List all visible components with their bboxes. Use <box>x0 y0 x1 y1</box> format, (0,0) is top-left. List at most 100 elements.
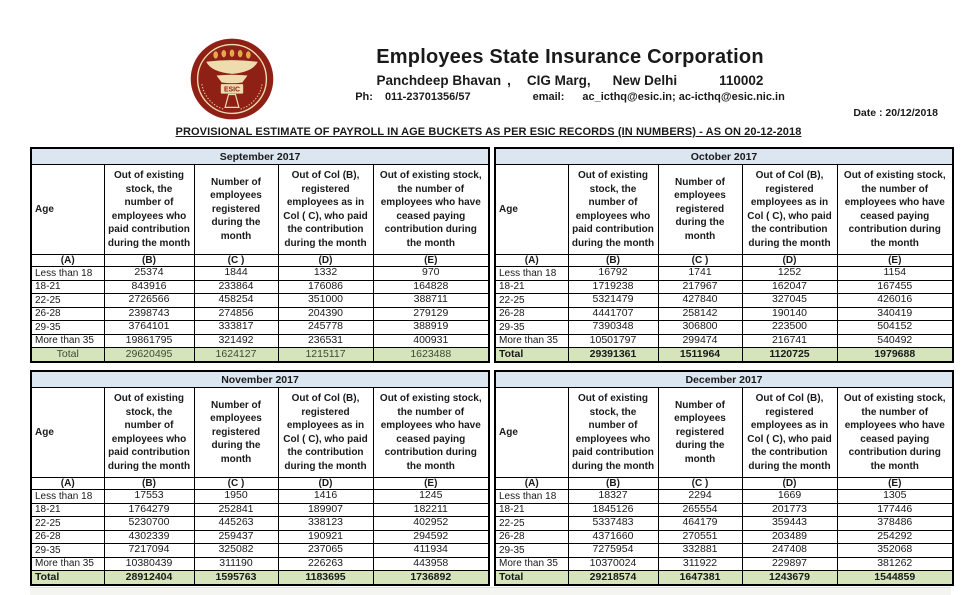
value-cell: 247408 <box>741 543 838 558</box>
value-cell: 352068 <box>836 543 954 558</box>
value-cell: 4302339 <box>103 529 195 544</box>
column-header-row: Age Out of existing stock, the number of … <box>30 387 490 478</box>
column-letter: (C ) <box>193 254 279 267</box>
table-row: 22-25 5321479 427840 327045 426016 <box>494 293 954 308</box>
logo-esic-banner: ESIC <box>220 84 244 94</box>
value-cell: 19861795 <box>103 333 195 348</box>
value-cell: 411934 <box>372 543 490 558</box>
value-cell: 381262 <box>836 556 954 571</box>
value-cell: 217967 <box>657 279 743 294</box>
age-column-header: Age <box>30 164 105 255</box>
total-value: 1595763 <box>193 570 279 585</box>
value-cell: 201773 <box>741 502 838 517</box>
logo-esic-text: ESIC <box>224 86 240 93</box>
value-cell: 5321479 <box>567 293 659 308</box>
value-cell: 4441707 <box>567 306 659 321</box>
value-cell: 427840 <box>657 293 743 308</box>
table-row: More than 35 10501797 299474 216741 540492 <box>494 333 954 348</box>
value-cell: 504152 <box>836 320 954 335</box>
table-row: 29-35 7217094 325082 237065 411934 <box>30 543 490 558</box>
table-row: 18-21 1845126 265554 201773 177446 <box>494 502 954 517</box>
month-title-row: December 2017 <box>494 370 954 388</box>
value-cell: 258142 <box>657 306 743 321</box>
value-cell: 254292 <box>836 529 954 544</box>
value-cell: 1669 <box>741 489 838 504</box>
age-bucket-label: 29-35 <box>494 320 569 335</box>
value-cell: 7390348 <box>567 320 659 335</box>
value-cell: 17553 <box>103 489 195 504</box>
table-november-2017: November 2017 Age Out of existing stock, … <box>30 370 491 586</box>
total-value: 1979688 <box>836 347 954 362</box>
address-comma: , <box>507 73 511 88</box>
value-cell: 226263 <box>277 556 374 571</box>
table-row: 22-25 5337483 464179 359443 378486 <box>494 516 954 531</box>
age-column-header: Age <box>494 164 569 255</box>
age-bucket-label: Less than 18 <box>494 489 569 504</box>
value-cell: 167455 <box>836 279 954 294</box>
column-letter: (C ) <box>657 254 743 267</box>
column-letter-row: (A) (B) (C ) (D) (E) <box>494 254 954 267</box>
value-cell: 340419 <box>836 306 954 321</box>
column-letter: (A) <box>30 477 105 490</box>
value-cell: 400931 <box>372 333 490 348</box>
value-cell: 216741 <box>741 333 838 348</box>
table-row: Less than 18 18327 2294 1669 1305 <box>494 489 954 504</box>
column-letter: (D) <box>277 254 374 267</box>
age-column-header: Age <box>494 387 569 478</box>
table-september-2017: September 2017 Age Out of existing stock,… <box>30 147 491 363</box>
value-cell: 1154 <box>836 266 954 281</box>
age-bucket-label: 22-25 <box>30 516 105 531</box>
age-bucket-label: 26-28 <box>30 306 105 321</box>
total-row: Total 28912404 1595763 1183695 1736892 <box>30 570 490 585</box>
value-cell: 311922 <box>657 556 743 571</box>
column-letter: (D) <box>741 254 838 267</box>
value-cell: 190921 <box>277 529 374 544</box>
month-title: October 2017 <box>494 147 954 165</box>
value-cell: 162047 <box>741 279 838 294</box>
column-header: Number of employees registered during th… <box>193 387 279 478</box>
age-bucket-label: 22-25 <box>494 293 569 308</box>
table-row: Less than 18 17553 1950 1416 1245 <box>30 489 490 504</box>
email-addresses: ac_icthq@esic.in; ac-icthq@esic.nic.in <box>582 91 785 103</box>
value-cell: 5337483 <box>567 516 659 531</box>
column-letter: (A) <box>494 477 569 490</box>
month-title-row: September 2017 <box>30 147 490 165</box>
value-cell: 299474 <box>657 333 743 348</box>
total-value: 1183695 <box>277 570 374 585</box>
value-cell: 252841 <box>193 502 279 517</box>
age-bucket-label: 26-28 <box>30 529 105 544</box>
lamp-bowl-icon <box>206 60 258 84</box>
age-bucket-label: 29-35 <box>30 543 105 558</box>
column-letter: (C ) <box>657 477 743 490</box>
document-title: PROVISIONAL ESTIMATE OF PAYROLL IN AGE B… <box>175 126 802 138</box>
value-cell: 443958 <box>372 556 490 571</box>
value-cell: 2294 <box>657 489 743 504</box>
table-row: 29-35 7275954 332881 247408 352068 <box>494 543 954 558</box>
month-title: December 2017 <box>494 370 954 388</box>
value-cell: 402952 <box>372 516 490 531</box>
value-cell: 16792 <box>567 266 659 281</box>
document-date: Date : 20/12/2018 <box>853 107 938 119</box>
column-header: Out of Col (B), registered employees as … <box>741 164 838 255</box>
value-cell: 1245 <box>372 489 490 504</box>
value-cell: 1719238 <box>567 279 659 294</box>
value-cell: 10370024 <box>567 556 659 571</box>
value-cell: 1844 <box>193 266 279 281</box>
column-header: Number of employees registered during th… <box>657 164 743 255</box>
value-cell: 338123 <box>277 516 374 531</box>
value-cell: 177446 <box>836 502 954 517</box>
column-letter: (A) <box>30 254 105 267</box>
column-letter: (E) <box>372 477 490 490</box>
email-label: email: <box>532 91 565 103</box>
org-contact: Ph: 011-23701356/57 email: ac_icthq@esic… <box>255 91 885 103</box>
value-cell: 321492 <box>193 333 279 348</box>
value-cell: 1764279 <box>103 502 195 517</box>
phone-label: Ph: <box>355 91 373 103</box>
table-row: 26-28 2398743 274856 204390 279129 <box>30 306 490 321</box>
value-cell: 189907 <box>277 502 374 517</box>
value-cell: 5230700 <box>103 516 195 531</box>
total-value: 1624127 <box>193 347 279 362</box>
value-cell: 1305 <box>836 489 954 504</box>
table-row: 18-21 843916 233864 176086 164828 <box>30 279 490 294</box>
value-cell: 351000 <box>277 293 374 308</box>
